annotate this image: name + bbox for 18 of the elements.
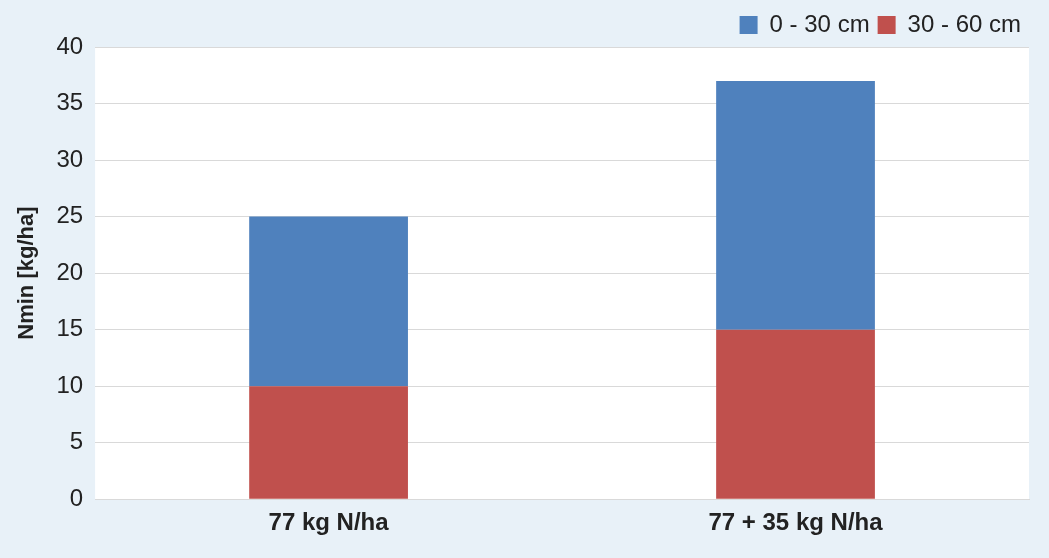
bar xyxy=(249,386,408,499)
y-tick-label: 30 xyxy=(56,144,84,172)
y-tick-label: 0 xyxy=(69,483,84,511)
y-tick-label: 5 xyxy=(69,427,84,455)
y-tick-label: 25 xyxy=(56,201,84,229)
y-tick-label: 20 xyxy=(56,257,84,285)
x-tick-label: 77 kg N/ha xyxy=(268,508,390,536)
y-axis-title: Nmin [kg/ha] xyxy=(13,206,39,340)
y-tick-label: 40 xyxy=(56,31,84,59)
y-tick-label: 35 xyxy=(56,88,84,116)
legend-label: 0 - 30 cm xyxy=(769,9,870,37)
bar xyxy=(249,216,408,387)
bar xyxy=(716,80,875,330)
legend-label: 30 - 60 cm xyxy=(907,9,1022,37)
y-tick-label: 15 xyxy=(56,314,84,342)
bar xyxy=(716,329,875,499)
x-tick-label: 77 + 35 kg N/ha xyxy=(708,508,884,536)
y-tick-label: 10 xyxy=(56,370,84,398)
